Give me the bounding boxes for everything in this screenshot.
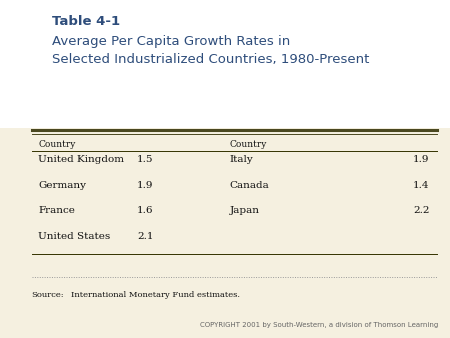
Text: Country: Country <box>38 140 76 149</box>
Text: 2.1: 2.1 <box>137 232 154 241</box>
Text: 1.9: 1.9 <box>413 155 430 165</box>
Text: 2.2: 2.2 <box>413 206 430 215</box>
Text: COPYRIGHT 2001 by South-Western, a division of Thomson Learning: COPYRIGHT 2001 by South-Western, a divis… <box>201 322 439 328</box>
Text: Italy: Italy <box>230 155 253 165</box>
Text: Country: Country <box>230 140 267 149</box>
Text: International Monetary Fund estimates.: International Monetary Fund estimates. <box>71 291 240 299</box>
Text: Canada: Canada <box>230 181 269 190</box>
Text: Average Per Capita Growth Rates in
Selected Industrialized Countries, 1980-Prese: Average Per Capita Growth Rates in Selec… <box>52 35 369 66</box>
Text: Japan: Japan <box>230 206 260 215</box>
Text: Table 4-1: Table 4-1 <box>52 15 120 28</box>
Text: United States: United States <box>38 232 111 241</box>
Text: 1.5: 1.5 <box>137 155 154 165</box>
Text: Germany: Germany <box>38 181 86 190</box>
Text: France: France <box>38 206 75 215</box>
Text: 1.6: 1.6 <box>137 206 154 215</box>
Text: 1.4: 1.4 <box>413 181 430 190</box>
Text: Source:: Source: <box>32 291 64 299</box>
Text: United Kingdom: United Kingdom <box>38 155 124 165</box>
Text: 1.9: 1.9 <box>137 181 154 190</box>
